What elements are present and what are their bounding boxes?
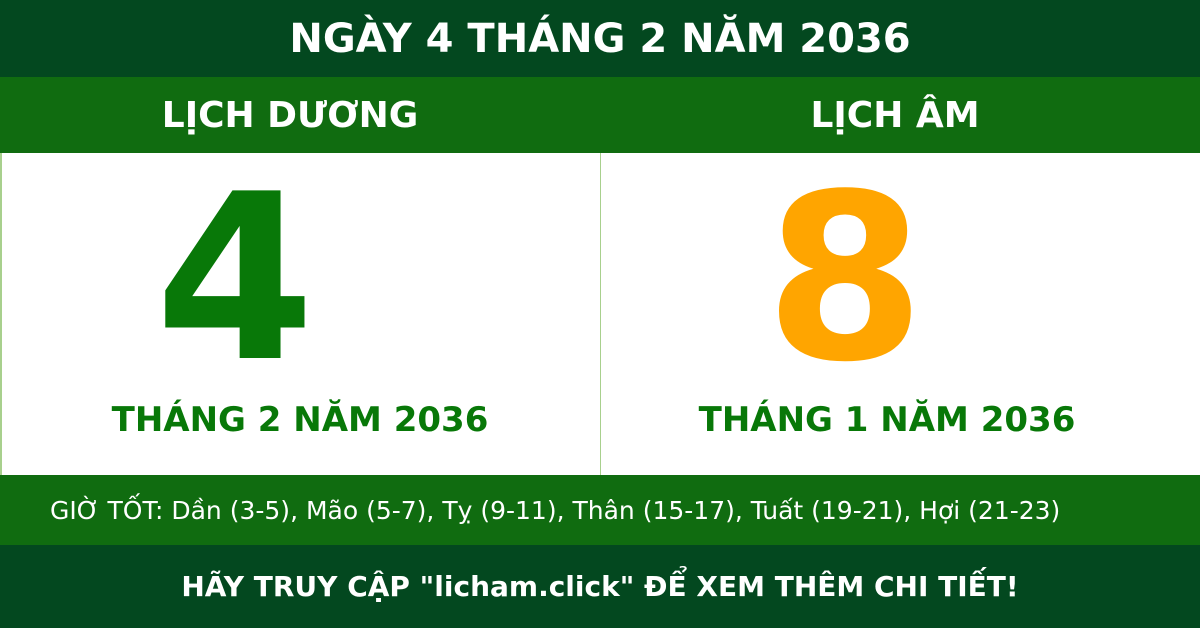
solar-day: 4 [154, 146, 316, 413]
lunar-day: 8 [764, 146, 926, 413]
calendar-headings: LỊCH DƯƠNG LỊCH ÂM [0, 77, 1200, 153]
solar-heading: LỊCH DƯƠNG [161, 94, 419, 136]
lunar-heading: LỊCH ÂM [810, 94, 980, 136]
footer-cta: HÃY TRUY CẬP "licham.click" ĐỂ XEM THÊM … [0, 545, 1200, 628]
page-title: NGÀY 4 THÁNG 2 NĂM 2036 [0, 0, 1200, 77]
good-hours: GIỜ TỐT: Dần (3-5), Mão (5-7), Tỵ (9-11)… [0, 475, 1200, 545]
lunar-month-year: THÁNG 1 NĂM 2036 [698, 400, 1076, 440]
column-divider [600, 153, 601, 475]
solar-month-year: THÁNG 2 NĂM 2036 [111, 400, 489, 440]
